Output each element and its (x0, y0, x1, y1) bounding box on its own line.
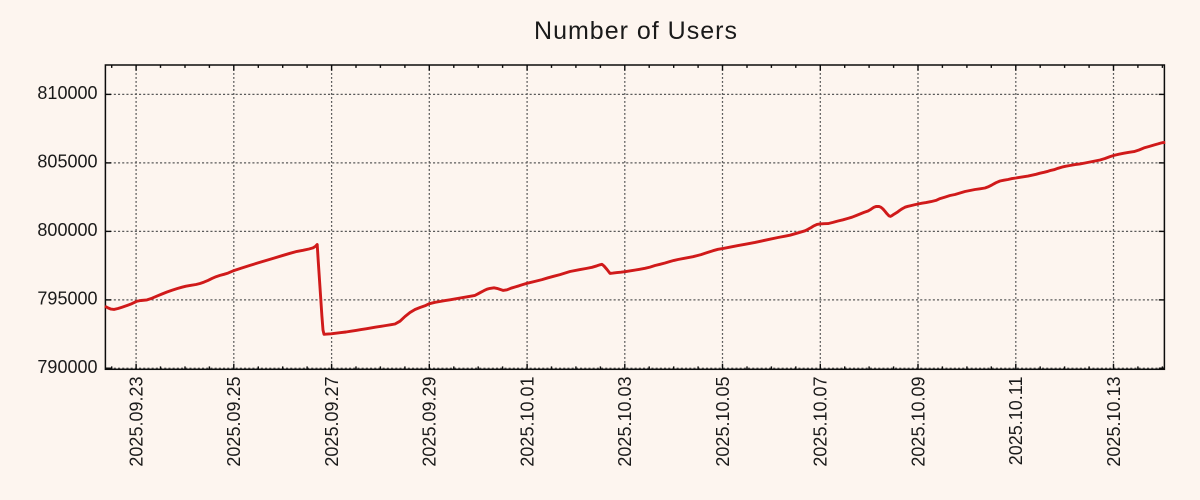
svg-text:2025.10.13: 2025.10.13 (1104, 377, 1124, 467)
svg-text:2025.09.23: 2025.09.23 (126, 377, 146, 467)
svg-text:2025.10.01: 2025.10.01 (517, 377, 537, 467)
svg-text:795000: 795000 (37, 289, 97, 309)
svg-text:2025.09.25: 2025.09.25 (224, 377, 244, 467)
svg-text:2025.09.29: 2025.09.29 (420, 377, 440, 467)
svg-text:Number of Users: Number of Users (534, 17, 738, 45)
svg-text:790000: 790000 (37, 357, 97, 377)
svg-text:810000: 810000 (37, 83, 97, 103)
svg-text:2025.10.11: 2025.10.11 (1006, 377, 1026, 466)
svg-text:2025.09.27: 2025.09.27 (322, 377, 342, 467)
svg-text:805000: 805000 (37, 152, 97, 172)
svg-text:2025.10.05: 2025.10.05 (713, 377, 733, 467)
svg-text:2025.10.07: 2025.10.07 (811, 377, 831, 467)
svg-text:2025.10.09: 2025.10.09 (908, 377, 928, 467)
svg-text:800000: 800000 (37, 220, 97, 240)
svg-text:2025.10.03: 2025.10.03 (615, 377, 635, 467)
